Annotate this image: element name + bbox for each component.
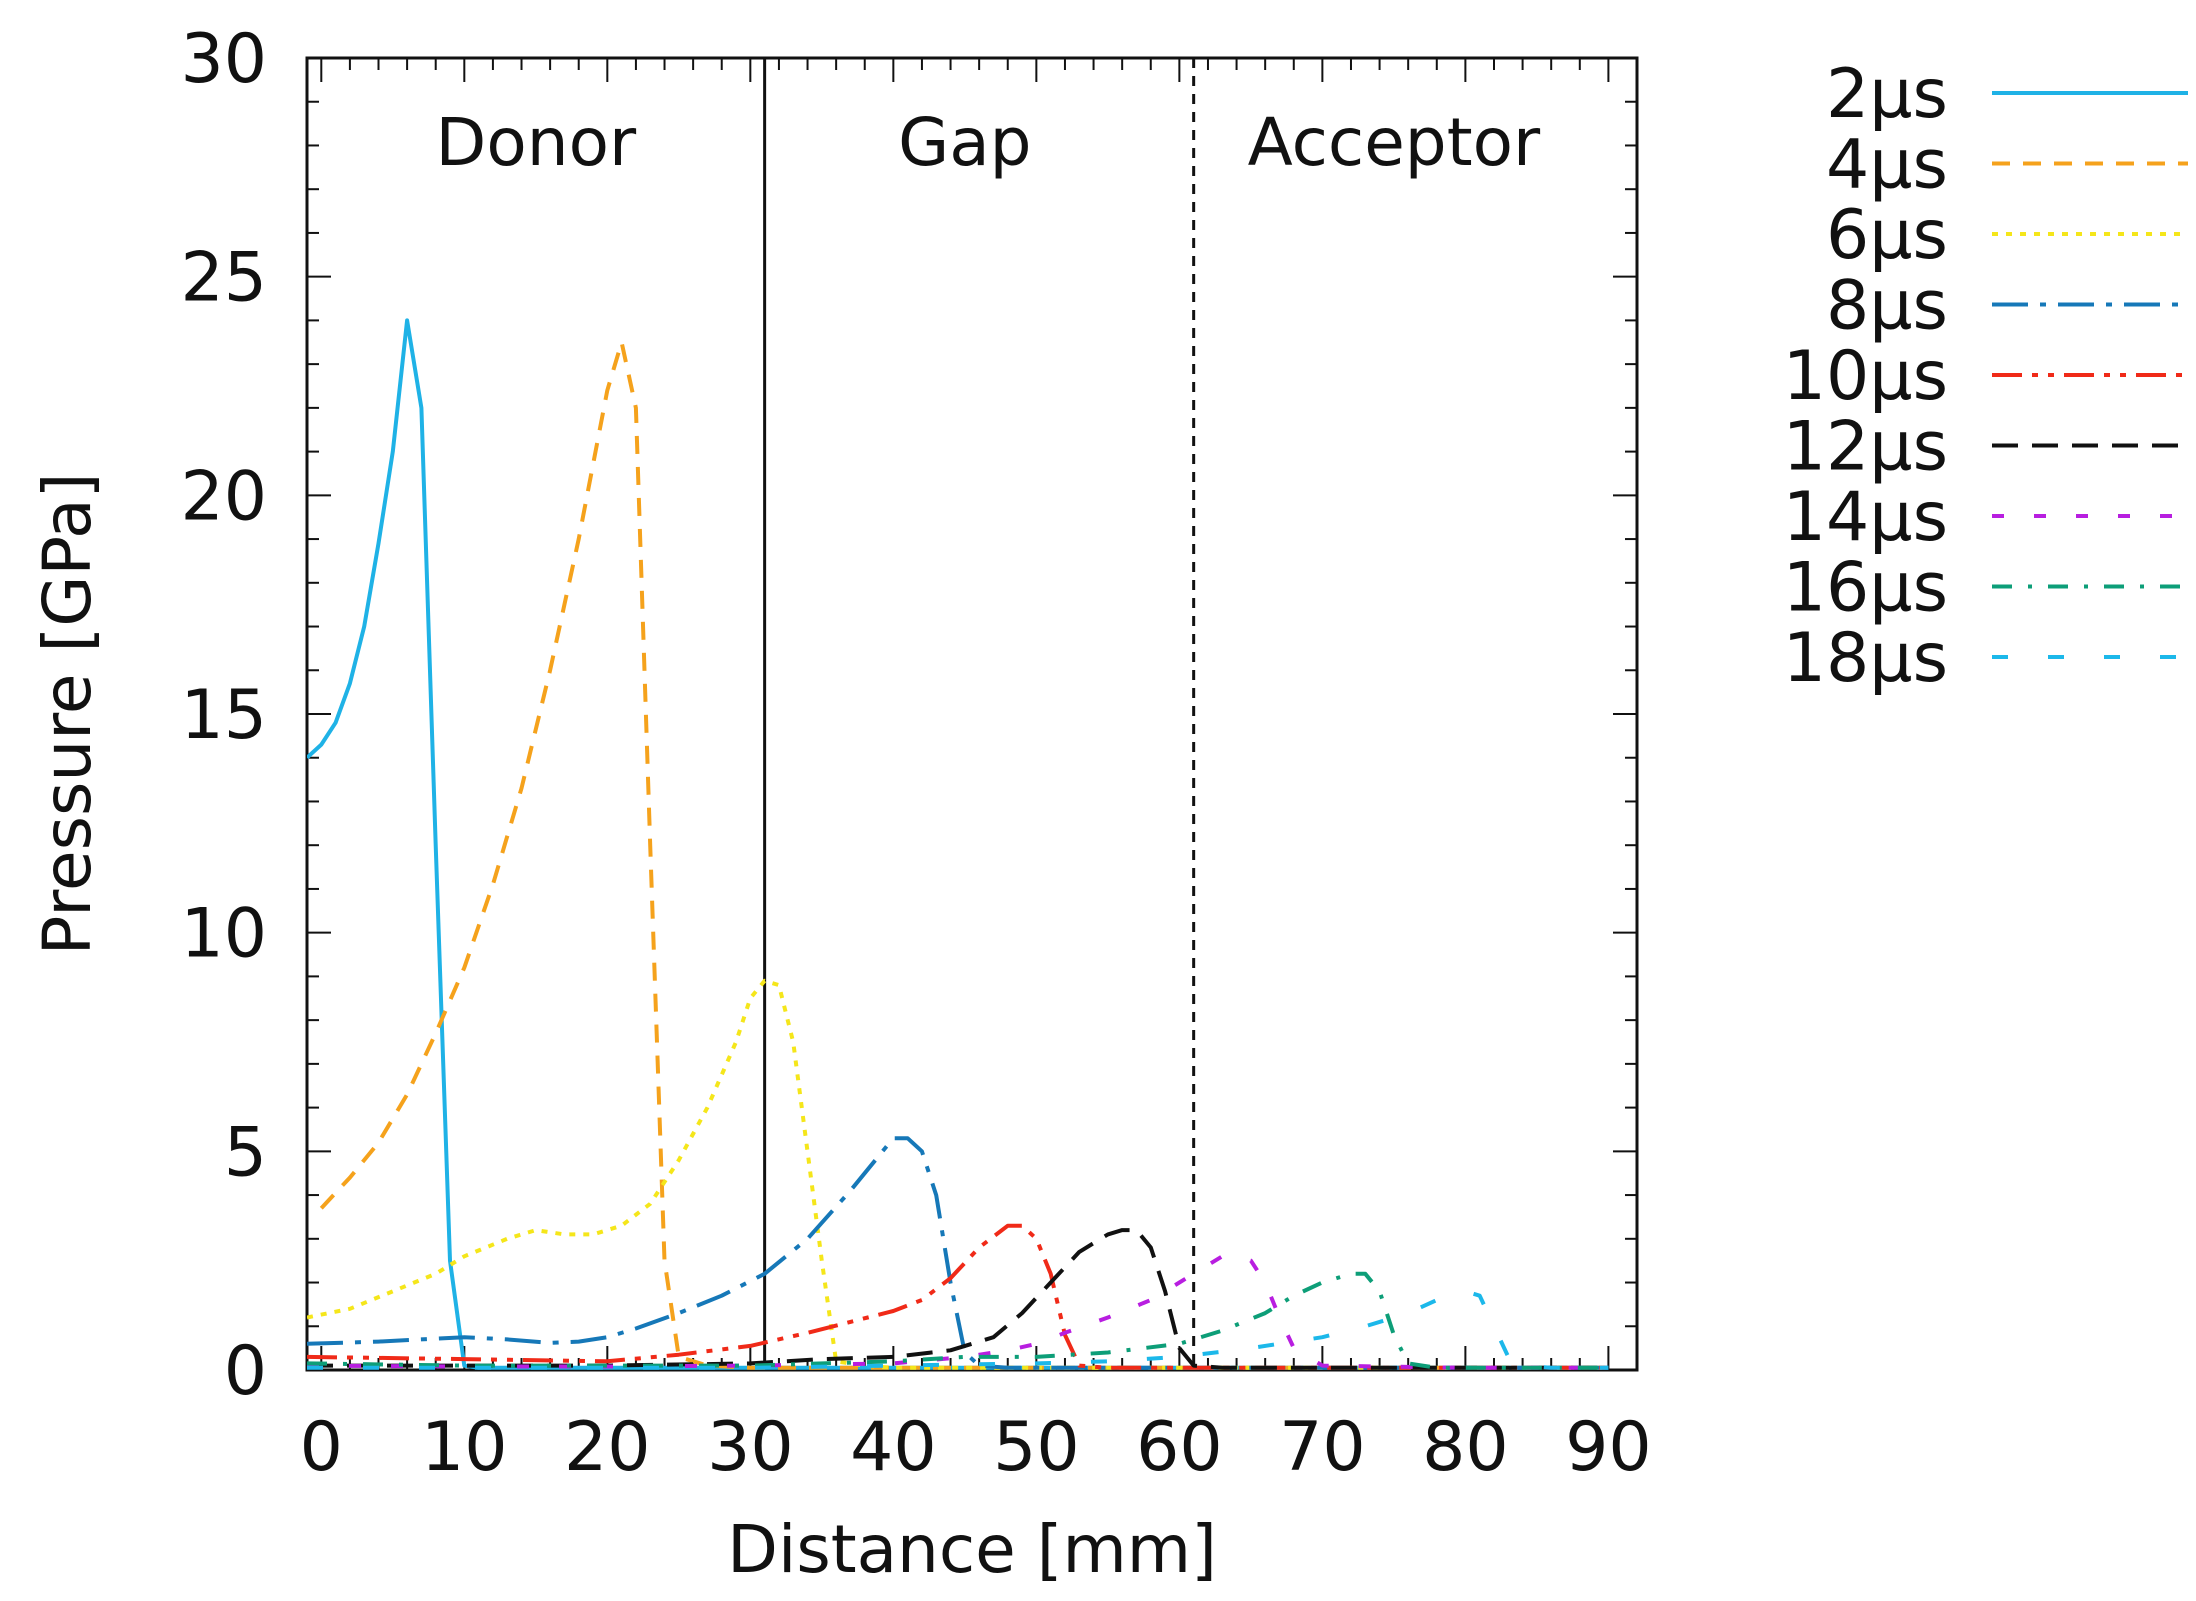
x-tick-label: 60	[1136, 1408, 1223, 1487]
y-tick-label: 20	[180, 457, 267, 536]
axis-ticks	[307, 57, 1637, 1371]
region-labels: Donor Gap Acceptor	[436, 104, 1541, 181]
y-tick-label: 25	[180, 239, 267, 318]
series-line	[319, 340, 1609, 1370]
series-layer	[307, 318, 1609, 1370]
legend-label: 12μs	[1783, 408, 1948, 487]
x-tick-label: 80	[1422, 1408, 1509, 1487]
legend-label: 18μs	[1783, 619, 1948, 698]
series-line	[307, 978, 1609, 1370]
legend-label: 6μs	[1826, 196, 1948, 275]
y-tick-labels: 0 5 10 15 20 25 30	[180, 20, 267, 1411]
region-boundaries	[763, 58, 1196, 1370]
legend-label: 14μs	[1783, 478, 1948, 557]
x-tick-label: 70	[1279, 1408, 1366, 1487]
legend-label: 16μs	[1783, 549, 1948, 628]
x-tick-label: 0	[300, 1408, 343, 1487]
region-label: Donor	[436, 104, 637, 181]
y-tick-label: 15	[180, 676, 267, 755]
series-line	[307, 1136, 1609, 1370]
x-tick-label: 10	[421, 1408, 508, 1487]
plot-frame	[305, 56, 1639, 1372]
y-tick-label: 30	[180, 20, 267, 99]
legend-label: 8μs	[1826, 267, 1948, 346]
series-line	[307, 318, 1609, 1370]
x-axis-title: Distance [mm]	[727, 1511, 1217, 1588]
legend-label: 10μs	[1783, 337, 1948, 416]
series-line	[307, 1271, 1609, 1370]
x-tick-label: 90	[1565, 1408, 1652, 1487]
y-tick-label: 0	[224, 1332, 267, 1411]
y-axis-title: Pressure [GPa]	[29, 473, 106, 956]
legend-label: 2μs	[1826, 55, 1948, 134]
x-tick-label: 30	[707, 1408, 794, 1487]
region-label: Acceptor	[1248, 104, 1541, 181]
y-tick-label: 10	[180, 895, 267, 974]
region-label: Gap	[898, 104, 1031, 181]
series-line	[307, 1289, 1609, 1370]
x-tick-label: 40	[850, 1408, 937, 1487]
series-line	[307, 1228, 1609, 1370]
x-tick-label: 50	[993, 1408, 1080, 1487]
legend-label: 4μs	[1826, 126, 1948, 205]
x-tick-labels: 0 10 20 30 40 50 60 70 80 90	[300, 1408, 1652, 1487]
x-tick-label: 20	[564, 1408, 651, 1487]
y-tick-label: 5	[224, 1113, 267, 1192]
